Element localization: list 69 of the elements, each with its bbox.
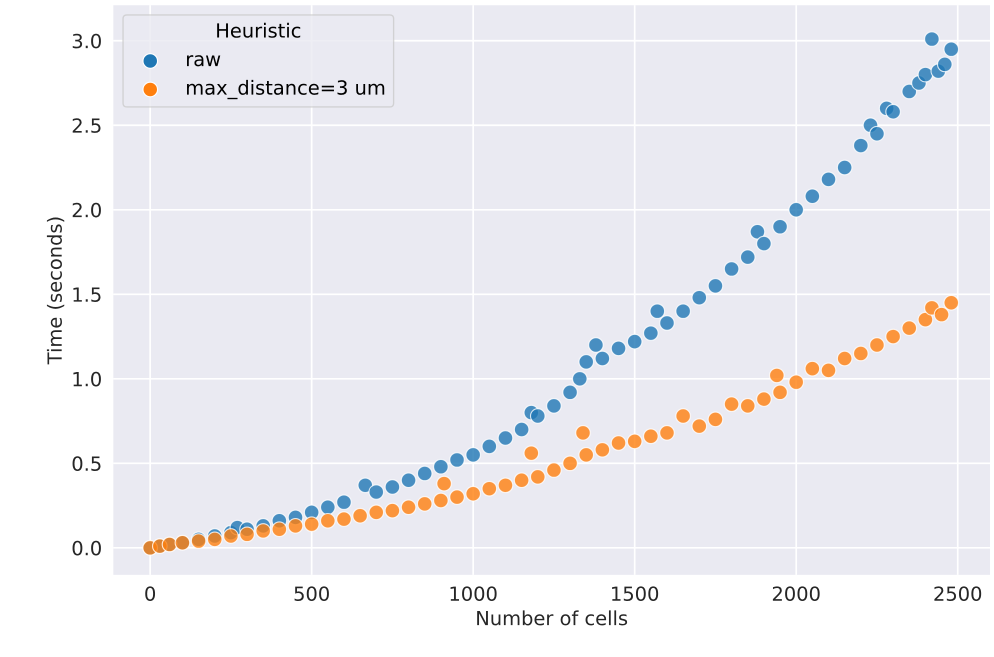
point [691,418,708,434]
point [481,480,498,497]
x-axis-title: Number of cells [477,610,628,626]
point [384,502,400,518]
point [804,360,820,376]
y-tick-label: 2.5 [72,118,101,133]
point [756,391,772,407]
point [562,455,578,472]
point [416,496,433,512]
x-tick-label: 0 [145,586,156,602]
legend-label: raw [187,55,220,66]
x-tick-label: 1000 [450,586,497,602]
point [885,328,901,344]
point [578,447,594,463]
point [433,492,449,508]
y-axis-title: Time (seconds) [46,218,64,364]
point [223,528,239,544]
y-tick-label: 2.0 [72,202,101,218]
x-tick-label: 2000 [772,586,820,602]
point [724,396,740,412]
point [943,294,960,311]
point [643,428,659,444]
point [320,512,336,529]
x-tick-label: 2500 [934,586,982,602]
point [788,374,804,390]
point [436,476,452,492]
y-tick-label: 0.5 [72,456,101,471]
point [708,412,724,428]
point [272,521,288,538]
point [498,477,514,494]
legend-title: Heuristic [217,22,300,38]
point [352,508,368,524]
point [400,499,416,516]
x-tick-label: 1500 [612,586,658,602]
point [869,337,885,353]
y-tick-label: 3.0 [72,34,101,48]
point [206,532,223,548]
point [304,516,320,532]
legend-label: max_distance=3 um [187,80,384,100]
y-tick-label: 1.5 [73,288,101,302]
point [523,445,540,462]
point [368,504,384,520]
point [918,312,934,328]
y-tick-label: 0.0 [72,540,101,556]
point [852,346,869,362]
point [740,398,756,414]
point [336,511,352,527]
point [288,518,304,534]
point [820,362,836,378]
point [239,526,255,542]
point [626,434,643,450]
point [901,320,918,336]
point [514,472,530,488]
point [675,408,691,424]
point [659,425,675,441]
point [772,384,788,400]
point [836,350,852,366]
point [530,469,546,485]
y-tick-label: 1.0 [73,372,101,386]
point [255,523,272,539]
point [465,486,482,502]
point [449,489,465,505]
point [768,368,785,384]
point [546,462,562,478]
point [934,306,950,322]
x-tick-label: 500 [294,586,329,602]
point [610,435,626,451]
point [594,442,610,458]
point [575,425,591,441]
